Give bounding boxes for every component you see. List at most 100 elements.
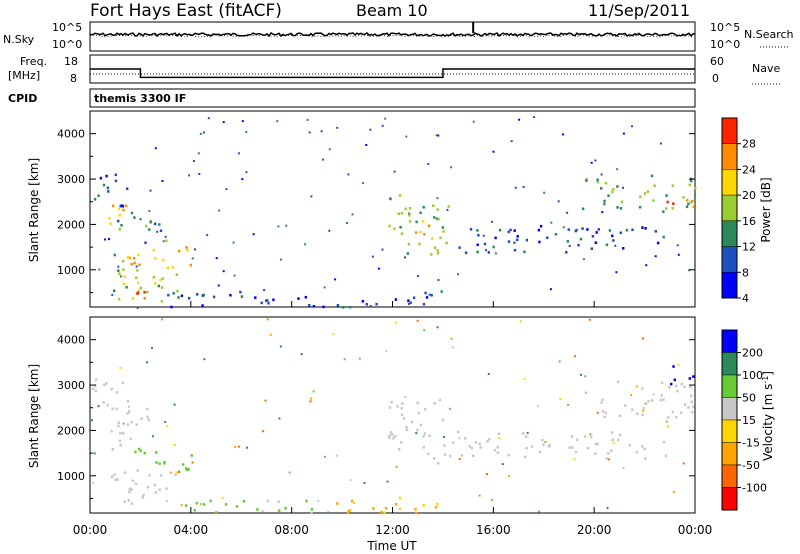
velocity-cell xyxy=(173,403,176,406)
x-tick-label: 20:00 xyxy=(577,523,612,537)
velocity-cell xyxy=(667,425,669,428)
power-cell xyxy=(568,245,571,247)
velocity-cell xyxy=(580,373,582,376)
power-cell xyxy=(172,292,175,295)
velocity-cell xyxy=(94,384,97,388)
power-cell xyxy=(652,199,655,202)
power-cell xyxy=(522,185,525,188)
velocity-cell xyxy=(498,437,501,440)
power-cell xyxy=(117,219,120,223)
velocity-cell xyxy=(487,373,490,375)
nave-tick-low: 0 xyxy=(712,72,719,85)
power-cell xyxy=(581,207,585,211)
power-cell xyxy=(513,229,516,232)
power-cell xyxy=(137,281,140,285)
power-colorbar-tick-label: 24 xyxy=(742,163,756,176)
power-cell xyxy=(446,208,449,211)
power-cell xyxy=(135,265,138,268)
power-cell xyxy=(691,199,694,203)
power-cell xyxy=(430,293,433,297)
velocity-cell xyxy=(570,435,574,438)
power-cell xyxy=(233,274,236,277)
velocity-cell xyxy=(388,434,391,437)
velocity-colorbar-swatch xyxy=(721,419,738,443)
power-cell xyxy=(138,263,141,267)
power-cell xyxy=(105,174,108,178)
velocity-colorbar-swatch xyxy=(721,397,738,421)
power-cell xyxy=(160,300,164,303)
velocity-cell xyxy=(134,482,138,486)
velocity-cell xyxy=(310,511,313,515)
power-cell xyxy=(485,249,487,252)
power-cell xyxy=(472,120,475,123)
power-cell xyxy=(430,253,433,256)
velocity-cell xyxy=(526,431,529,434)
power-cell xyxy=(381,124,384,127)
velocity-cell xyxy=(676,389,679,393)
power-cell xyxy=(188,174,191,177)
power-cell xyxy=(457,273,459,276)
velocity-cell xyxy=(583,435,587,438)
velocity-cell xyxy=(154,491,157,494)
velocity-cell xyxy=(155,461,158,464)
velocity-cell xyxy=(644,402,647,405)
velocity-colorbar-swatch xyxy=(721,352,738,376)
velocity-cell xyxy=(141,496,144,499)
power-cell xyxy=(494,236,497,240)
power-colorbar-swatch xyxy=(721,143,738,170)
velocity-colorbar-tick-label: -15 xyxy=(742,437,760,450)
velocity-cell xyxy=(395,321,398,324)
velocity-cell xyxy=(575,438,579,441)
velocity-cell xyxy=(488,438,491,441)
velocity-cell xyxy=(352,501,356,505)
power-cell xyxy=(483,242,487,246)
power-cell xyxy=(320,130,323,133)
velocity-cell xyxy=(388,436,391,440)
velocity-cell xyxy=(683,385,686,389)
velocity-cell xyxy=(574,451,578,454)
power-cell xyxy=(498,228,502,232)
velocity-cell xyxy=(677,364,680,367)
velocity-cell xyxy=(523,378,526,380)
power-cell xyxy=(125,285,128,289)
power-cell xyxy=(603,199,606,203)
velocity-cell xyxy=(262,430,265,433)
velocity-cell xyxy=(385,350,388,353)
velocity-cell xyxy=(675,384,678,388)
power-cell xyxy=(622,186,624,189)
velocity-cell xyxy=(350,499,354,503)
power-cell xyxy=(431,237,434,241)
power-cell xyxy=(119,275,122,278)
power-cell xyxy=(549,288,552,291)
power-cell xyxy=(596,178,599,182)
velocity-cell xyxy=(309,400,312,403)
velocity-cell xyxy=(617,438,620,442)
date-label: 11/Sep/2011 xyxy=(588,1,690,20)
power-cell xyxy=(686,199,689,202)
velocity-cell xyxy=(530,445,533,448)
velocity-cell xyxy=(386,480,389,483)
power-cell xyxy=(435,134,438,137)
power-cell xyxy=(369,128,372,131)
power-cell xyxy=(543,191,546,194)
velocity-cell xyxy=(641,445,644,448)
velocity-cell xyxy=(118,439,122,443)
velocity-cell xyxy=(670,382,673,386)
power-cell xyxy=(671,184,674,187)
velocity-cell xyxy=(358,357,361,360)
velocity-cell xyxy=(624,404,627,407)
power-cell xyxy=(404,207,407,211)
power-cell xyxy=(245,171,248,174)
noise-sky-line xyxy=(89,32,696,38)
power-cell xyxy=(643,192,647,195)
power-cell xyxy=(407,299,410,302)
power-cell xyxy=(222,270,225,273)
power-cell xyxy=(525,238,529,242)
velocity-cell xyxy=(126,400,130,403)
velocity-cell xyxy=(94,378,98,381)
power-cell xyxy=(408,220,412,223)
velocity-cell xyxy=(631,408,634,411)
power-cell xyxy=(509,228,512,232)
power-cell xyxy=(202,131,205,134)
velocity-cell xyxy=(470,446,473,450)
